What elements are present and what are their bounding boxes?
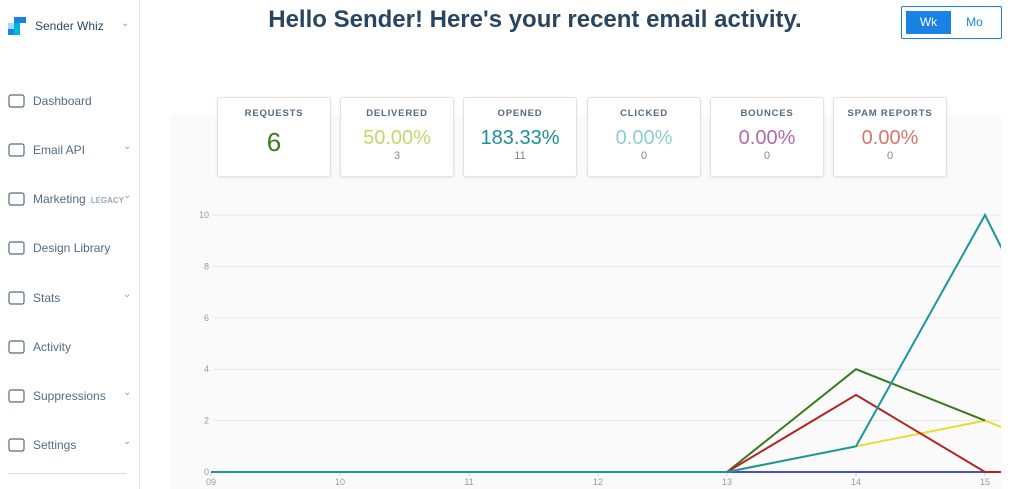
nav-label: Email API xyxy=(33,143,86,157)
y-tick-label: 4 xyxy=(204,364,209,374)
nav-label: Suppressions xyxy=(33,389,106,403)
stat-label: DELIVERED xyxy=(366,108,428,119)
stat-card: DELIVERED 50.00% 3 xyxy=(340,97,454,177)
nav-label: Stats xyxy=(33,291,61,305)
series-line xyxy=(211,212,1001,473)
nav-icon xyxy=(8,241,25,255)
icon-shape xyxy=(8,389,25,403)
icon-shape xyxy=(8,143,25,157)
x-tick-label: 15 xyxy=(980,477,990,487)
nav-icon xyxy=(8,389,25,403)
account-name[interactable]: Sender Whiz xyxy=(35,19,104,33)
period-toggle: Wk Mo xyxy=(901,6,1002,39)
x-tick-label: 11 xyxy=(464,477,473,487)
nav-label: Marketing LEGACY xyxy=(33,192,125,206)
icon-shape xyxy=(8,291,25,305)
icon-shape xyxy=(8,192,25,206)
y-tick-label: 6 xyxy=(204,313,209,323)
stat-value: 0.00% xyxy=(738,127,796,149)
stat-card: BOUNCES 0.00% 0 xyxy=(710,97,824,177)
nav-item[interactable]: Marketing LEGACY ⌄ xyxy=(0,189,139,209)
stat-label: CLICKED xyxy=(620,108,668,119)
separator xyxy=(8,473,126,474)
stat-value: 183.33% xyxy=(480,127,560,149)
toggle-option[interactable]: Mo xyxy=(966,15,983,29)
x-tick-label: 12 xyxy=(593,477,603,487)
nav-item[interactable]: Stats ⌄ xyxy=(0,288,139,308)
nav-icon xyxy=(8,291,25,305)
plot xyxy=(211,212,1001,473)
nav-item[interactable]: Email API ⌄ xyxy=(0,140,139,160)
stat-label: OPENED xyxy=(497,108,543,119)
stat-value: 50.00% xyxy=(363,127,431,149)
icon-shape xyxy=(8,340,25,354)
nav-label: Activity xyxy=(33,340,72,354)
y-tick-label: 8 xyxy=(204,261,209,271)
stat-count: 3 xyxy=(393,150,401,162)
stat-label: REQUESTS xyxy=(244,108,304,119)
stat-card: SPAM REPORTS 0.00% 0 xyxy=(833,97,947,177)
stat-value: 0.00% xyxy=(615,127,673,149)
nav-icon xyxy=(8,143,25,157)
stat-count: 0 xyxy=(763,150,771,162)
stat-count: 0 xyxy=(886,150,894,162)
nav-item[interactable]: Suppressions ⌄ xyxy=(0,386,139,406)
toggle-option[interactable]: Wk xyxy=(906,11,951,34)
nav-item[interactable]: Design Library xyxy=(0,238,139,258)
y-tick-label: 2 xyxy=(204,416,209,426)
icon-shape xyxy=(8,94,25,108)
nav-item[interactable]: Dashboard xyxy=(0,91,139,111)
sidebar: Sender Whiz ⌄ Dashboard Email API ⌄ Marketi… xyxy=(0,0,140,489)
stat-label: SPAM REPORTS xyxy=(847,108,933,119)
chevron: ⌄ xyxy=(121,18,130,29)
y-tick-label: 10 xyxy=(199,210,209,220)
nav-item[interactable]: Settings ⌄ xyxy=(0,435,139,455)
nav-icon xyxy=(8,340,25,354)
icon-shape xyxy=(8,438,25,452)
nav-icon xyxy=(8,192,25,206)
plot-area xyxy=(170,115,1001,489)
stat-label: BOUNCES xyxy=(740,108,794,119)
stat-card: CLICKED 0.00% 0 xyxy=(587,97,701,177)
page-title: Hello Sender! Here's your recent email a… xyxy=(268,6,802,33)
x-tick-label: 14 xyxy=(851,477,861,487)
stat-value: 6 xyxy=(266,127,282,157)
y-tick-label: 0 xyxy=(204,467,209,477)
stat-card: REQUESTS 6 xyxy=(217,97,331,177)
nav-icon xyxy=(8,94,25,108)
nav-tag: LEGACY xyxy=(90,196,125,205)
logo xyxy=(8,17,26,35)
stat-card: OPENED 183.33% 11 xyxy=(463,97,577,177)
x-tick-label: 13 xyxy=(722,477,732,487)
x-tick-label: 09 xyxy=(206,477,216,487)
nav-icon xyxy=(8,438,25,452)
nav-item[interactable]: Activity xyxy=(0,337,139,357)
stat-value: 0.00% xyxy=(861,127,919,149)
stat-count: 0 xyxy=(640,150,648,162)
x-tick-label: 10 xyxy=(335,477,345,487)
nav-label: Settings xyxy=(33,438,77,452)
nav-label: Design Library xyxy=(33,241,111,255)
nav-label: Dashboard xyxy=(33,94,92,108)
icon-shape xyxy=(8,241,25,255)
stat-count: 11 xyxy=(514,150,526,162)
